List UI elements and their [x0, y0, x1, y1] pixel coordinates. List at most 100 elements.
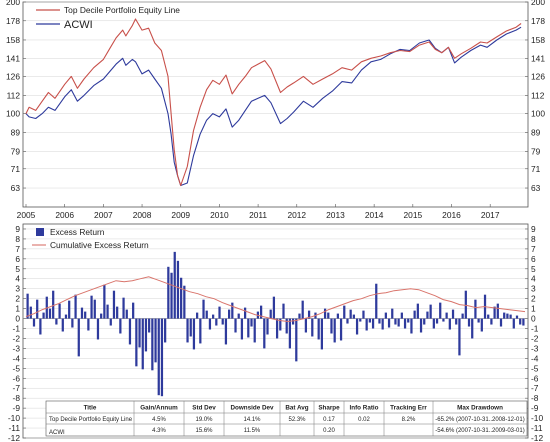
equity-x-tick-label: 2016 — [442, 210, 461, 220]
equity-x-tick-label: 2005 — [17, 210, 36, 220]
excess-y-tick-label-left: 7 — [15, 244, 20, 254]
excess-return-bar — [52, 290, 55, 319]
excess-y-tick-label-left: -10 — [8, 413, 20, 423]
excess-y-tick-label-left: -7 — [13, 383, 21, 393]
excess-return-bar — [336, 313, 339, 319]
excess-return-bar — [189, 318, 192, 337]
excess-return-bar — [499, 318, 503, 327]
excess-return-bar — [368, 318, 371, 323]
excess-return-bar — [224, 318, 228, 345]
excess-return-bar — [71, 318, 74, 328]
excess-return-bar — [432, 318, 435, 329]
excess-return-bar — [231, 302, 234, 319]
excess-return-bar — [42, 312, 45, 319]
excess-return-bar — [247, 318, 250, 338]
excess-return-bar — [445, 312, 448, 319]
stats-table-cell: 14.1% — [243, 417, 261, 423]
excess-return-bar — [301, 300, 304, 319]
excess-return-bar — [61, 318, 64, 332]
excess-return-bar — [506, 313, 509, 319]
excess-return-bar — [167, 266, 170, 319]
excess-y-tick-label-right: 1 — [531, 304, 536, 314]
equity-x-tick-label: 2010 — [210, 210, 229, 220]
excess-return-bar — [64, 314, 68, 319]
equity-y-tick-label-right: 71 — [531, 164, 541, 174]
excess-return-bar — [311, 318, 314, 337]
excess-y-tick-label-left: 8 — [15, 234, 20, 244]
excess-return-bar — [208, 318, 212, 330]
excess-return-bar — [365, 318, 368, 331]
excess-return-bar — [157, 318, 160, 396]
equity-y-tick-label-right: 112 — [531, 90, 545, 100]
excess-y-tick-label-left: -2 — [13, 333, 21, 343]
excess-y-tick-label-left: 0 — [15, 314, 20, 324]
excess-y-tick-label-right: 8 — [531, 234, 536, 244]
excess-y-tick-label-right: -3 — [531, 343, 539, 353]
excess-return-bar — [212, 314, 215, 319]
excess-return-bar — [522, 318, 525, 326]
excess-return-bar — [160, 318, 164, 397]
excess-y-tick-label-left: -11 — [9, 423, 21, 433]
equity-x-tick-label: 2015 — [404, 210, 423, 220]
excess-return-bar — [26, 293, 29, 319]
excess-return-bar — [221, 318, 224, 325]
excess-return-bar — [519, 318, 522, 325]
excess-return-bar — [36, 299, 39, 319]
excess-return-bar — [355, 318, 359, 335]
excess-return-bar — [58, 303, 61, 319]
excess-y-tick-label-right: 7 — [531, 244, 536, 254]
excess-return-bar — [77, 318, 80, 357]
excess-return-bars — [26, 251, 525, 397]
excess-return-bar — [387, 318, 391, 328]
excess-return-bar — [259, 305, 263, 319]
excess-return-bar — [125, 309, 128, 319]
excess-return-bar — [243, 307, 247, 319]
excess-return-bar — [503, 312, 506, 319]
excess-y-tick-label-right: -5 — [531, 363, 539, 373]
equity-x-tick-label: 2012 — [287, 210, 306, 220]
excess-return-bar — [205, 310, 208, 319]
excess-return-bar — [96, 318, 100, 340]
excess-return-bar — [29, 306, 32, 319]
stats-table-row-title: Top Decile Portfolio Equity Line — [49, 417, 133, 423]
equity-legend: Top Decile Portfolio Equity Line ACWI — [36, 5, 180, 31]
excess-return-bar — [384, 312, 387, 319]
stats-table-header: Gain/Annum — [140, 405, 178, 412]
excess-y-tick-label-left: 2 — [15, 294, 20, 304]
excess-y-tick-label-right: 3 — [531, 284, 536, 294]
excess-y-tick-label-left: -8 — [13, 393, 21, 403]
equity-y-tick-label-right: 141 — [531, 53, 545, 63]
equity-y-tick-label-right: 200 — [531, 0, 545, 7]
excess-return-bar — [467, 318, 471, 327]
stats-table-cell: -54.6% (2007-10-31..2009-03-01) — [435, 428, 524, 434]
excess-return-bar — [48, 308, 52, 319]
excess-y-tick-label-left: -1 — [13, 324, 21, 334]
excess-return-bar — [317, 318, 320, 340]
equity-x-tick-label: 2011 — [249, 210, 267, 220]
stats-table-cell: 4.5% — [152, 417, 166, 423]
excess-return-bar — [429, 304, 432, 319]
stats-table-cell: 4.3% — [152, 428, 166, 434]
excess-y-tick-label-right: 5 — [531, 264, 536, 274]
cumulative-excess-line — [25, 276, 526, 323]
excess-return-bar — [426, 311, 429, 319]
excess-y-tick-label-left: -3 — [13, 343, 21, 353]
excess-y-tick-label-left: -9 — [13, 403, 21, 413]
stats-table-header: Info Ratio — [349, 405, 378, 412]
excess-legend: Excess Return Cumulative Excess Return — [32, 227, 149, 250]
excess-return-bar — [512, 318, 515, 329]
excess-return-bar — [442, 318, 445, 322]
excess-return-bar — [323, 308, 327, 319]
excess-return-bar — [394, 318, 397, 325]
excess-y-tick-label-right: 2 — [531, 294, 536, 304]
excess-return-bar — [199, 318, 202, 344]
excess-return-bar — [461, 313, 464, 319]
excess-return-bar — [228, 309, 231, 319]
excess-return-bar — [448, 318, 451, 330]
legend-label-acwi: ACWI — [64, 19, 93, 31]
excess-return-bar — [119, 318, 122, 334]
excess-return-bar — [509, 314, 512, 319]
